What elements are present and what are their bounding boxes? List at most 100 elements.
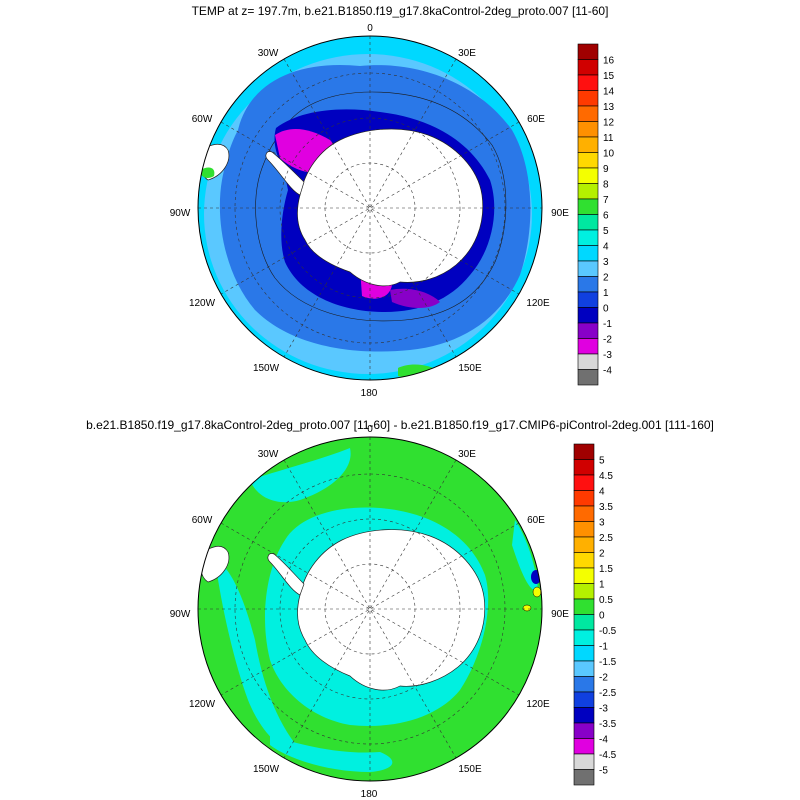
top-lon-label: 180 — [361, 388, 378, 399]
colorbar-tick-label: 3 — [599, 518, 605, 529]
bottom-lon-label: 30W — [258, 449, 279, 460]
colorbar-tick-label: 2.5 — [599, 533, 613, 544]
top-antarctic-peninsula — [265, 151, 305, 196]
colorbar-swatch — [577, 369, 599, 386]
colorbar-tick-label: -4 — [599, 735, 608, 746]
top-panel-title: TEMP at z= 197.7m, b.e21.B1850.f19_g17.8… — [191, 4, 609, 18]
colorbar-tick-label: 11 — [603, 133, 614, 144]
colorbar-tick-label: 1.5 — [599, 564, 613, 575]
colorbar-tick-label: -3 — [603, 350, 612, 361]
top-polar-map: 0 30E 60E 90E 120E 150E 180 150W 120W 90… — [170, 23, 570, 399]
colorbar-swatch — [577, 353, 599, 370]
colorbar-swatch — [577, 229, 599, 246]
colorbar-swatch — [577, 136, 599, 153]
colorbar-swatch — [577, 260, 599, 277]
colorbar-tick-label: 14 — [603, 87, 615, 98]
colorbar-swatch — [573, 459, 595, 476]
bottom-lon-label: 90W — [170, 609, 191, 620]
colorbar-swatch — [577, 43, 599, 60]
colorbar-tick-label: -1 — [599, 642, 608, 653]
colorbar-swatch — [577, 307, 599, 324]
colorbar-tick-label: 1 — [603, 288, 609, 299]
bottom-polar-map: 0 30E 60E 90E 120E 150E 180 150W 120W 90… — [170, 424, 570, 800]
bottom-yellow-blob — [532, 586, 542, 598]
colorbar-swatch — [577, 245, 599, 262]
colorbar-swatch — [577, 59, 599, 76]
colorbar-tick-label: -3.5 — [599, 719, 617, 730]
bottom-colorbar: 5 4.5 4 3.5 3 2.5 2 1.5 1 0.5 0 -0.5 -1 -1.5 -2 -2.5 -3 -… — [573, 443, 617, 786]
colorbar-tick-label: 1 — [599, 580, 605, 591]
bottom-yellow-blob-small — [522, 604, 532, 612]
colorbar-tick-label: 8 — [603, 180, 609, 191]
bottom-lon-label: 150W — [253, 764, 280, 775]
colorbar-swatch — [573, 552, 595, 569]
bottom-lon-label: 120W — [189, 699, 216, 710]
colorbar-tick-label: 2 — [599, 549, 605, 560]
top-ross-purple — [390, 288, 440, 308]
top-lon-label: 150E — [458, 363, 482, 374]
colorbar-swatch — [573, 691, 595, 708]
colorbar-swatch — [577, 338, 599, 355]
bottom-lon-label: 30E — [458, 449, 476, 460]
bottom-lon-label: 60E — [527, 515, 545, 526]
top-lon-label: 60E — [527, 114, 545, 125]
top-lon-label: 90E — [551, 208, 569, 219]
colorbar-tick-label: 3 — [603, 257, 609, 268]
bottom-lon-label: 180 — [361, 789, 378, 800]
bottom-cyan-tongue-west — [215, 560, 300, 751]
colorbar-tick-label: 16 — [603, 56, 615, 67]
top-graticule — [198, 36, 542, 380]
bottom-cyan-tongue-north — [250, 448, 351, 503]
colorbar-tick-label: -3 — [599, 704, 608, 715]
colorbar-swatch — [573, 660, 595, 677]
colorbar-swatch — [577, 183, 599, 200]
colorbar-tick-label: 4 — [599, 487, 605, 498]
colorbar-tick-label: -4 — [603, 366, 612, 377]
top-lon-label: 30W — [258, 48, 279, 59]
bottom-lon-label: 90E — [551, 609, 569, 620]
colorbar-tick-label: 3.5 — [599, 502, 613, 513]
colorbar-swatch — [573, 598, 595, 615]
colorbar-swatch — [573, 505, 595, 522]
colorbar-tick-label: 7 — [603, 195, 609, 206]
colorbar-tick-label: 15 — [603, 71, 615, 82]
colorbar-swatch — [577, 152, 599, 169]
bottom-graticule — [198, 437, 542, 781]
colorbar-swatch — [573, 443, 595, 460]
bottom-lon-label: 60W — [192, 515, 213, 526]
colorbar-tick-label: 4 — [603, 242, 609, 253]
colorbar-tick-label: 12 — [603, 118, 615, 129]
colorbar-swatch — [573, 474, 595, 491]
colorbar-swatch — [573, 722, 595, 739]
top-map-boundary — [197, 35, 543, 381]
colorbar-tick-label: 0.5 — [599, 595, 613, 606]
colorbar-swatch — [577, 74, 599, 91]
colorbar-swatch — [577, 121, 599, 138]
top-lon-label: 150W — [253, 363, 280, 374]
colorbar-swatch — [573, 567, 595, 584]
colorbar-tick-label: 0 — [599, 611, 605, 622]
bottom-lon-label: 0 — [367, 424, 373, 435]
colorbar-tick-label: -0.5 — [599, 626, 617, 637]
colorbar-swatch — [573, 676, 595, 693]
colorbar-tick-label: 4.5 — [599, 471, 613, 482]
colorbar-tick-label: 6 — [603, 211, 609, 222]
colorbar-tick-label: 2 — [603, 273, 609, 284]
bottom-cyan-tongue-south — [270, 735, 393, 772]
top-lon-label: 60W — [192, 114, 213, 125]
bottom-cyan-east — [512, 520, 538, 591]
colorbar-tick-label: 5 — [599, 456, 605, 467]
colorbar-swatch — [573, 614, 595, 631]
colorbar-swatch — [577, 276, 599, 293]
top-lon-label: 30E — [458, 48, 476, 59]
colorbar-tick-label: -2 — [599, 673, 608, 684]
colorbar-swatch — [573, 521, 595, 538]
colorbar-swatch — [577, 90, 599, 107]
colorbar-swatch — [577, 105, 599, 122]
colorbar-tick-label: 13 — [603, 102, 615, 113]
colorbar-swatch — [573, 490, 595, 507]
top-lon-label: 90W — [170, 208, 191, 219]
top-warm-patch-west — [200, 167, 215, 178]
